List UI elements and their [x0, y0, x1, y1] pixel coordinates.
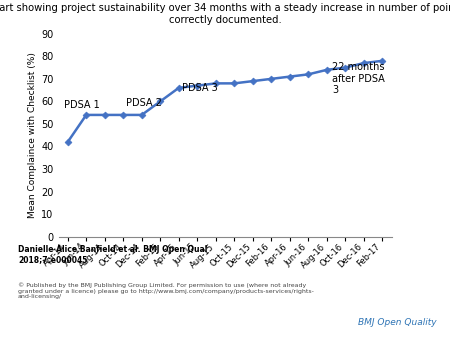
- Text: Chart showing project sustainability over 34 months with a steady increase in nu: Chart showing project sustainability ove…: [0, 3, 450, 14]
- Text: correctly documented.: correctly documented.: [169, 15, 281, 25]
- Text: PDSA 3: PDSA 3: [181, 83, 217, 93]
- Text: © Published by the BMJ Publishing Group Limited. For permission to use (where no: © Published by the BMJ Publishing Group …: [18, 282, 314, 299]
- Text: BMJ Open Quality: BMJ Open Quality: [358, 318, 436, 327]
- Text: PDSA 2: PDSA 2: [126, 98, 162, 108]
- Y-axis label: Mean Complaince with Checklist (%): Mean Complaince with Checklist (%): [28, 52, 37, 218]
- Text: 22 months
after PDSA
3: 22 months after PDSA 3: [332, 62, 385, 95]
- Text: Danielle Alice Banfield et al. BMJ Open Qual: Danielle Alice Banfield et al. BMJ Open …: [18, 245, 207, 254]
- Text: 2018;7:e000045: 2018;7:e000045: [18, 255, 87, 264]
- Text: PDSA 1: PDSA 1: [64, 100, 100, 110]
